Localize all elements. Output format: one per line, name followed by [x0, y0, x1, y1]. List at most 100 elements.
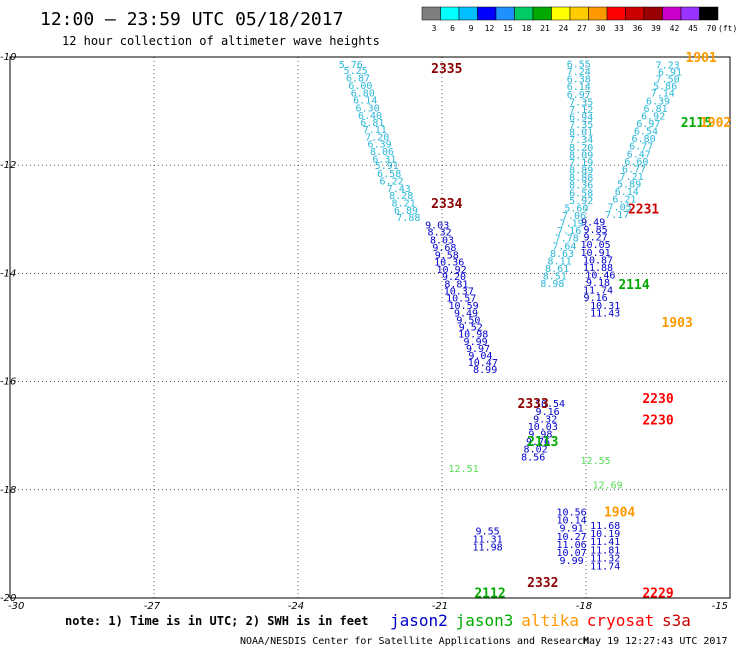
page-subtitle: 12 hour collection of altimeter wave hei…: [62, 34, 380, 48]
wave-height-point: 8.88: [569, 173, 593, 184]
wave-height-point: 9.16: [584, 293, 608, 304]
wave-height-point: 6.39: [646, 96, 670, 107]
scale-swatch: [662, 6, 682, 21]
wave-height-point: 7.05: [608, 202, 632, 213]
wave-height-point: 10.37: [444, 287, 474, 298]
scale-swatch: [440, 6, 460, 21]
wave-height-point: 9.04: [468, 351, 492, 362]
pass-id-label: 2113: [527, 435, 558, 450]
wave-height-point: 8.81: [444, 280, 468, 291]
wave-height-point: 7.23: [656, 61, 680, 72]
wave-height-point: 6.38: [567, 75, 591, 86]
scale-swatch: [514, 6, 534, 21]
wave-height-point: 9.68: [432, 243, 456, 254]
wave-height-point: 10.47: [468, 358, 498, 369]
scale-swatch: [551, 6, 571, 21]
wave-height-point: 7.14: [651, 89, 675, 100]
wave-height-point: 11.74: [590, 562, 620, 573]
pass-id-label: 1902: [700, 116, 731, 131]
wave-height-values: 5.765.256.876.006.806.146.306.406.817.11…: [339, 59, 682, 572]
wave-height-point: 6.97: [636, 119, 660, 130]
wave-height-point: 9.99: [464, 337, 488, 348]
pass-id-label: 2231: [628, 202, 659, 217]
wave-height-point: 8.11: [548, 256, 572, 267]
wave-height-point: 8.01: [569, 128, 593, 139]
wave-height-point: 6.77: [629, 142, 653, 153]
wave-height-point: 8.06: [370, 147, 394, 158]
pass-id-label: 2112: [474, 587, 505, 602]
wave-height-point: 10.46: [585, 270, 615, 281]
wave-height-point: 7.24: [567, 67, 591, 78]
footer-note: note: 1) Time is in UTC; 2) SWH is in fe…: [65, 614, 368, 628]
wave-height-point: 6.40: [358, 111, 382, 122]
scale-label: 45: [688, 24, 698, 33]
wave-height-point: 8.02: [524, 445, 548, 456]
wave-height-point: 9.99: [560, 556, 584, 567]
wave-height-point: 5.60: [564, 203, 588, 214]
wave-height-point: 9.76: [526, 437, 550, 448]
wave-height-point: 6.31: [372, 155, 396, 166]
scale-swatch: [569, 6, 589, 21]
satellite-legend-item: jason2: [390, 611, 448, 630]
wave-height-point: 7.35: [569, 97, 593, 108]
wave-height-point: 11.31: [473, 534, 503, 545]
wave-height-point: 8.99: [473, 365, 497, 376]
wave-height-point: 10.87: [583, 255, 613, 266]
wave-height-point: 11.41: [590, 537, 620, 548]
lon-tick-label: -21: [432, 601, 448, 612]
wave-height-point: 6.91: [658, 68, 682, 79]
wave-height-point: 10.56: [557, 507, 587, 518]
wave-height-point: 6.14: [615, 187, 639, 198]
pass-id-label: 2334: [431, 197, 462, 212]
wave-height-point: 10.98: [458, 329, 488, 340]
wave-height-point: 11.74: [583, 286, 613, 297]
wave-height-point: 7.12: [569, 105, 593, 116]
footer-timestamp: May 19 12:27:43 UTC 2017: [583, 636, 728, 647]
wave-height-point: 11.32: [590, 553, 620, 564]
wave-height-point: 11.43: [590, 308, 620, 319]
wave-height-point: 6.00: [348, 81, 372, 92]
wave-height-point: 9.27: [584, 233, 608, 244]
wave-height-point: 7.34: [569, 135, 593, 146]
wave-height-point: 9.98: [528, 430, 552, 441]
wave-height-point: 6.14: [567, 82, 591, 93]
scale-label: 15: [503, 24, 513, 33]
lon-tick-label: -15: [712, 601, 728, 612]
page-title: 12:00 – 23:59 UTC 05/18/2017: [40, 9, 343, 30]
wave-height-point: 5.25: [344, 66, 368, 77]
wave-height-point: 6.81: [360, 118, 384, 129]
wave-height-point: 8.98: [540, 279, 564, 290]
pass-ids: 2335 2334 2333 2332 2231 2230 2230 2229 2115 2114…: [431, 51, 731, 602]
wave-height-point: 11.81: [590, 545, 620, 556]
scale-unit: (ft): [718, 24, 737, 33]
wave-height-point: 9.50: [456, 315, 480, 326]
wave-height-point: 9.03: [425, 221, 449, 232]
map-grid: [10, 57, 730, 598]
pass-id-label: 1901: [686, 51, 717, 66]
scale-label: 42: [670, 24, 680, 33]
wave-height-point: 11.06: [557, 540, 587, 551]
wave-height-point: 10.31: [590, 301, 620, 312]
scale-swatch: [643, 6, 663, 21]
wave-height-point: 7.78: [555, 234, 579, 245]
wave-height-point: 9.18: [586, 278, 610, 289]
satellite-legend-item: cryosat: [587, 611, 654, 630]
wave-height-point: 10.54: [535, 399, 565, 410]
wave-height-point: 7.50: [656, 75, 680, 86]
wave-height-point: 10.57: [446, 294, 476, 305]
wave-height-point: 7.20: [365, 133, 389, 144]
wave-height-point: 11.88: [583, 263, 613, 274]
wave-height-point: 12.69: [593, 480, 623, 491]
pass-id-label: 2332: [527, 576, 558, 591]
lat-tick-label: -10: [0, 52, 16, 63]
wave-height-point: 6.94: [569, 113, 593, 124]
scale-swatch: [588, 6, 608, 21]
wave-height-point: 9.49: [454, 308, 478, 319]
lat-tick-label: -20: [0, 593, 16, 604]
wave-height-point: 12.55: [581, 456, 611, 467]
wave-height-point: 10.36: [434, 257, 464, 268]
satellite-legend-item: altika: [521, 611, 579, 630]
scale-label: 18: [522, 24, 532, 33]
satellite-legend-item: jason3: [456, 611, 514, 630]
wave-height-point: 6.21: [612, 195, 636, 206]
